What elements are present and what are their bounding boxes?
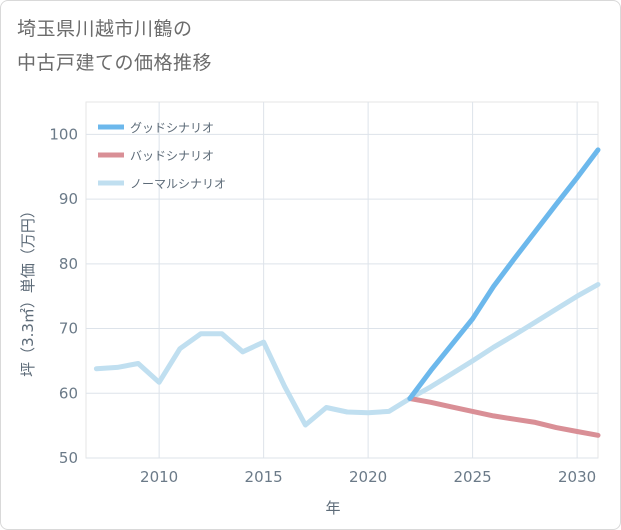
y-tick-label: 90 (59, 190, 78, 208)
legend-label: ノーマルシナリオ (130, 177, 226, 191)
y-axis-ticks: 50 60 70 80 90 100 (49, 125, 78, 467)
y-tick-label: 60 (59, 384, 78, 402)
y-axis-label: 坪（3.3㎡）単価（万円） (19, 203, 37, 377)
series-line (407, 147, 601, 401)
chart-title: 埼玉県川越市川鶴の 中古戸建ての価格推移 (17, 12, 577, 80)
legend-label: グッドシナリオ (130, 121, 214, 135)
series-line (407, 396, 601, 438)
grid (86, 102, 598, 459)
x-tick-label: 2030 (558, 468, 596, 486)
x-tick-label: 2025 (454, 468, 492, 486)
x-tick-label: 2015 (245, 468, 283, 486)
x-axis-ticks: 2010 2015 2020 2025 2030 (140, 468, 596, 486)
y-tick-label: 80 (59, 255, 78, 273)
x-tick-label: 2020 (349, 468, 387, 486)
y-tick-label: 100 (49, 125, 78, 143)
chart-title-line-1: 埼玉県川越市川鶴の (17, 18, 193, 40)
y-tick-label: 50 (59, 449, 78, 467)
x-axis-label: 年 (325, 499, 340, 517)
x-tick-label: 2010 (140, 468, 178, 486)
legend-label: バッドシナリオ (130, 149, 214, 163)
series-lines (93, 147, 601, 438)
chart-title-line-2: 中古戸建ての価格推移 (17, 52, 213, 74)
series-line (93, 282, 601, 428)
plot-area (85, 101, 599, 459)
y-tick-label: 70 (59, 320, 78, 338)
